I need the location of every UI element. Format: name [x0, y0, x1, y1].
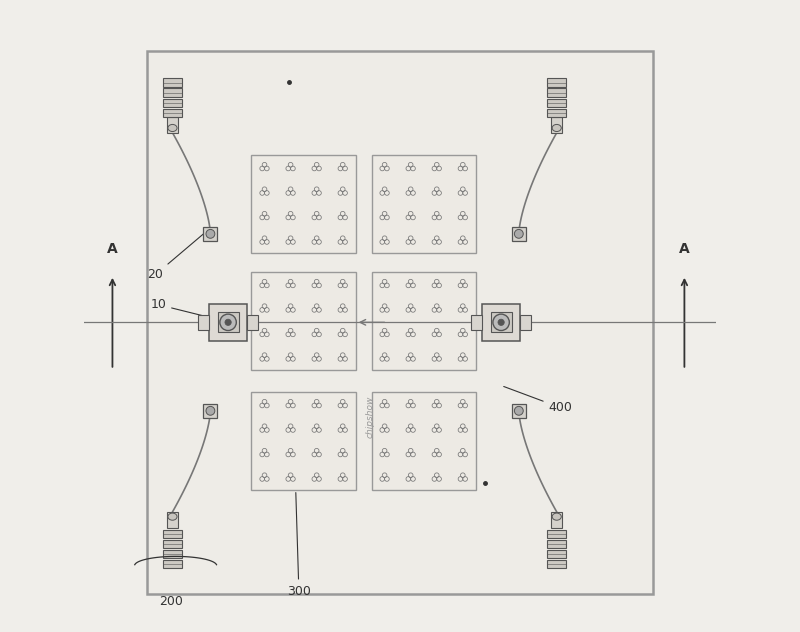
Bar	[147, 51, 653, 594]
Bar	[203, 404, 218, 418]
Bar	[547, 560, 566, 568]
Bar	[203, 227, 218, 241]
Bar	[512, 227, 526, 241]
Text: 10: 10	[150, 298, 222, 320]
Circle shape	[514, 406, 523, 415]
Bar	[371, 272, 476, 370]
Text: 200: 200	[159, 595, 183, 609]
Text: 300: 300	[287, 492, 311, 598]
Bar	[218, 312, 238, 332]
Circle shape	[498, 319, 504, 325]
Bar	[198, 315, 209, 330]
Ellipse shape	[168, 513, 177, 520]
Bar	[163, 560, 182, 568]
Bar	[163, 540, 182, 548]
Bar	[547, 78, 566, 87]
Text: A: A	[107, 242, 118, 256]
Bar	[251, 155, 356, 253]
Bar	[166, 512, 178, 528]
Circle shape	[220, 314, 236, 331]
Bar	[251, 272, 356, 370]
Bar	[163, 109, 182, 117]
Ellipse shape	[168, 125, 177, 131]
Bar	[547, 550, 566, 558]
Bar	[547, 109, 566, 117]
Bar	[547, 540, 566, 548]
Bar	[163, 530, 182, 538]
Ellipse shape	[552, 125, 562, 131]
Bar	[512, 404, 526, 418]
Bar	[371, 155, 476, 253]
Circle shape	[225, 319, 231, 325]
Bar	[251, 392, 356, 490]
Bar	[163, 99, 182, 107]
Bar	[163, 88, 182, 97]
Circle shape	[206, 406, 215, 415]
Text: 400: 400	[504, 387, 572, 414]
Circle shape	[206, 229, 215, 238]
Bar	[482, 304, 520, 341]
Bar	[163, 550, 182, 558]
Text: chipshow: chipshow	[365, 396, 374, 439]
Bar	[520, 315, 531, 330]
Circle shape	[514, 229, 523, 238]
Text: 20: 20	[147, 233, 205, 281]
Bar	[247, 315, 258, 330]
Bar	[470, 315, 482, 330]
Bar	[163, 78, 182, 87]
Circle shape	[493, 314, 510, 331]
Bar	[551, 117, 562, 133]
Bar	[547, 88, 566, 97]
Bar	[547, 530, 566, 538]
Bar	[551, 512, 562, 528]
Bar	[547, 99, 566, 107]
Bar	[166, 117, 178, 133]
Text: A: A	[679, 242, 690, 256]
Bar	[209, 304, 247, 341]
Ellipse shape	[552, 513, 562, 520]
Bar	[371, 392, 476, 490]
Bar	[490, 312, 511, 332]
